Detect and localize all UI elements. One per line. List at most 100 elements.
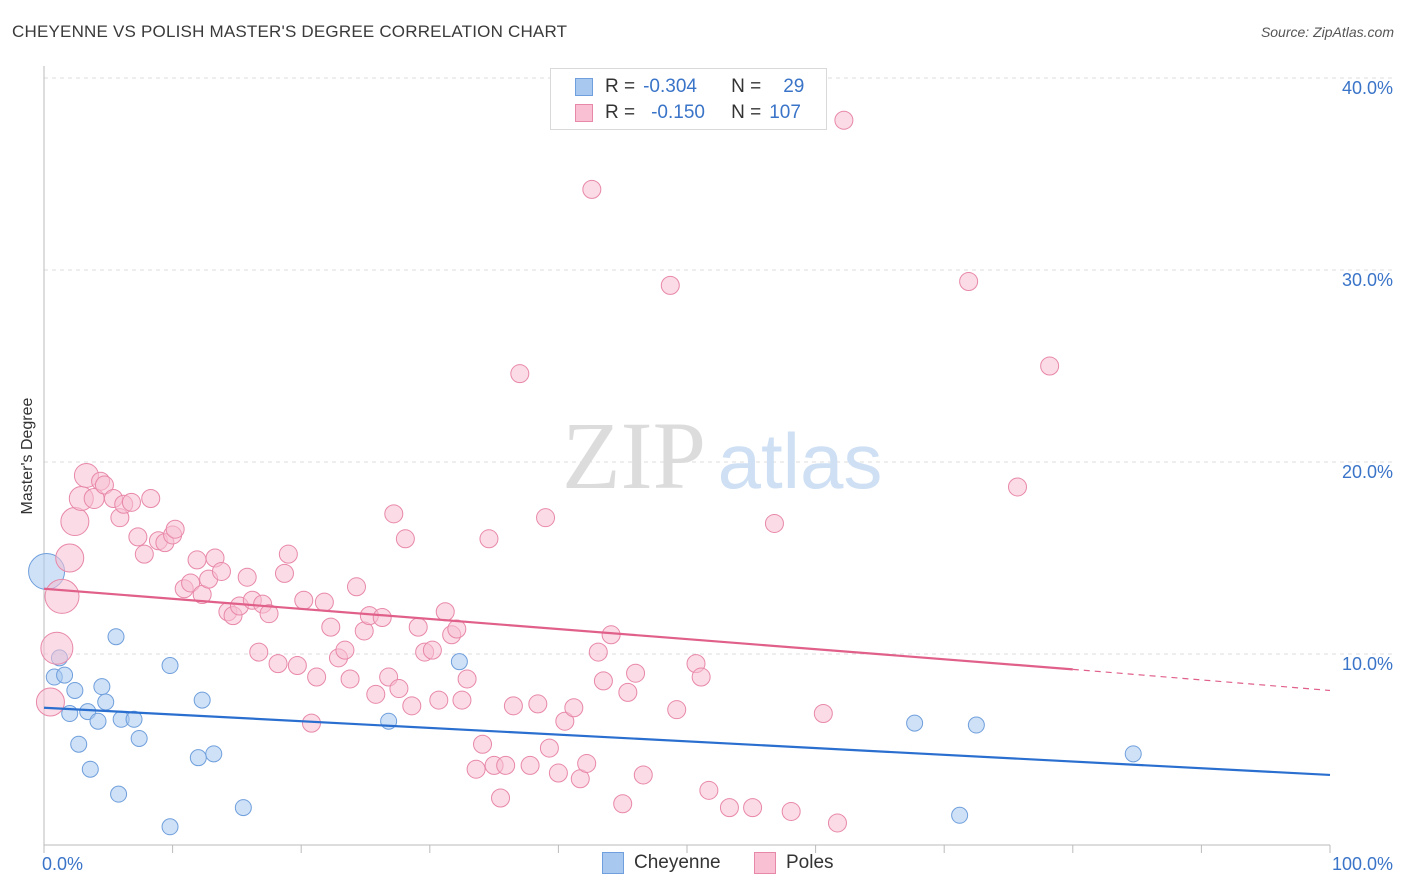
n-label: N = bbox=[731, 76, 762, 97]
legend-label-cheyenne: Cheyenne bbox=[634, 852, 721, 873]
poles-point bbox=[321, 617, 341, 637]
poles-point bbox=[314, 592, 334, 612]
poles-point bbox=[539, 738, 559, 758]
gridlines bbox=[44, 77, 1392, 655]
poles-point bbox=[743, 798, 763, 818]
n-value: 107 bbox=[769, 102, 801, 123]
poles-point bbox=[55, 543, 85, 573]
cheyenne-point bbox=[130, 729, 148, 747]
cheyenne-swatch bbox=[602, 852, 624, 874]
stats-row-poles: R = -0.150 N = 107 bbox=[575, 100, 801, 126]
legend-item-poles: Poles bbox=[754, 852, 834, 874]
poles-point bbox=[366, 684, 386, 704]
poles-point bbox=[268, 654, 288, 674]
poles-point bbox=[510, 364, 530, 384]
poles-point bbox=[128, 527, 148, 547]
poles-point bbox=[237, 567, 257, 587]
watermark-zip: ZIP bbox=[562, 402, 706, 509]
poles-point bbox=[1008, 477, 1028, 497]
cheyenne-point bbox=[189, 749, 207, 767]
legend-item-cheyenne: Cheyenne bbox=[602, 852, 721, 874]
poles-point bbox=[520, 755, 540, 775]
poles-swatch bbox=[754, 852, 776, 874]
poles-point bbox=[764, 513, 784, 533]
y-tick-label: 20.0% bbox=[1342, 462, 1393, 482]
x-tick-label: 100.0% bbox=[1332, 854, 1393, 874]
cheyenne-point bbox=[110, 785, 128, 803]
cheyenne-point bbox=[234, 799, 252, 817]
trend-lines bbox=[43, 587, 1331, 777]
poles-point bbox=[294, 590, 314, 610]
poles-point bbox=[959, 272, 979, 292]
poles-point bbox=[536, 508, 556, 528]
poles-point bbox=[528, 694, 548, 714]
x-tick-label: 0.0% bbox=[42, 854, 83, 874]
cheyenne-point bbox=[161, 818, 179, 836]
cheyenne-point bbox=[193, 691, 211, 709]
poles-point bbox=[633, 765, 653, 785]
cheyenne-point bbox=[81, 760, 99, 778]
r-label: R = bbox=[605, 76, 636, 97]
poles-point bbox=[479, 529, 499, 549]
cheyenne-point bbox=[161, 657, 179, 675]
cheyenne-point bbox=[93, 678, 111, 696]
poles-point bbox=[408, 617, 428, 637]
poles-point bbox=[44, 578, 80, 614]
poles-point bbox=[491, 788, 511, 808]
cheyenne-point bbox=[125, 710, 143, 728]
series-legend: Cheyenne Poles bbox=[0, 852, 1406, 878]
n-label: N = bbox=[731, 102, 762, 123]
watermark-atlas: atlas bbox=[718, 417, 883, 505]
cheyenne-point bbox=[89, 712, 107, 730]
poles-point bbox=[134, 544, 154, 564]
poles-point bbox=[372, 608, 392, 628]
cheyenne-trend-line bbox=[43, 706, 1331, 777]
poles-point bbox=[577, 753, 597, 773]
poles-point bbox=[457, 669, 477, 689]
poles-point bbox=[626, 663, 646, 683]
poles-point bbox=[141, 488, 161, 508]
poles-point bbox=[422, 640, 442, 660]
r-label: R = bbox=[605, 102, 636, 123]
poles-point bbox=[35, 687, 65, 717]
poles-swatch bbox=[575, 104, 593, 122]
cheyenne-point bbox=[205, 745, 223, 763]
poles-trend-line bbox=[43, 587, 1073, 671]
y-tick-label: 30.0% bbox=[1342, 270, 1393, 290]
poles-point bbox=[389, 679, 409, 699]
poles-point bbox=[40, 631, 74, 665]
poles-point bbox=[719, 798, 739, 818]
poles-point bbox=[429, 690, 449, 710]
cheyenne-point bbox=[97, 693, 115, 711]
poles-point bbox=[165, 519, 185, 539]
chart-source: Source: ZipAtlas.com bbox=[1260, 24, 1394, 40]
poles-point bbox=[340, 669, 360, 689]
chart-title: CHEYENNE VS POLISH MASTER'S DEGREE CORRE… bbox=[12, 22, 568, 41]
cheyenne-point bbox=[951, 806, 969, 824]
stats-row-cheyenne: R = -0.304 N = 29 bbox=[575, 74, 804, 100]
data-points bbox=[28, 110, 1142, 836]
poles-point bbox=[384, 504, 404, 524]
poles-point bbox=[335, 640, 355, 660]
poles-point bbox=[691, 667, 711, 687]
poles-point bbox=[699, 780, 719, 800]
stats-legend: R = -0.304 N = 29 R = -0.150 N = 107 bbox=[550, 68, 827, 130]
poles-point bbox=[447, 619, 467, 639]
poles-point bbox=[435, 602, 455, 622]
poles-point bbox=[287, 656, 307, 676]
poles-point bbox=[211, 561, 231, 581]
poles-point bbox=[582, 179, 602, 199]
cheyenne-point bbox=[107, 628, 125, 646]
watermark: ZIP atlas bbox=[562, 402, 882, 509]
r-value: -0.150 bbox=[651, 102, 705, 123]
poles-point bbox=[781, 801, 801, 821]
poles-point bbox=[249, 642, 269, 662]
poles-point bbox=[346, 577, 366, 597]
cheyenne-point bbox=[70, 735, 88, 753]
poles-point bbox=[827, 813, 847, 833]
y-tick-label: 40.0% bbox=[1342, 78, 1393, 98]
cheyenne-point bbox=[450, 653, 468, 671]
poles-point bbox=[452, 690, 472, 710]
legend-label-poles: Poles bbox=[786, 852, 834, 873]
poles-point bbox=[402, 696, 422, 716]
